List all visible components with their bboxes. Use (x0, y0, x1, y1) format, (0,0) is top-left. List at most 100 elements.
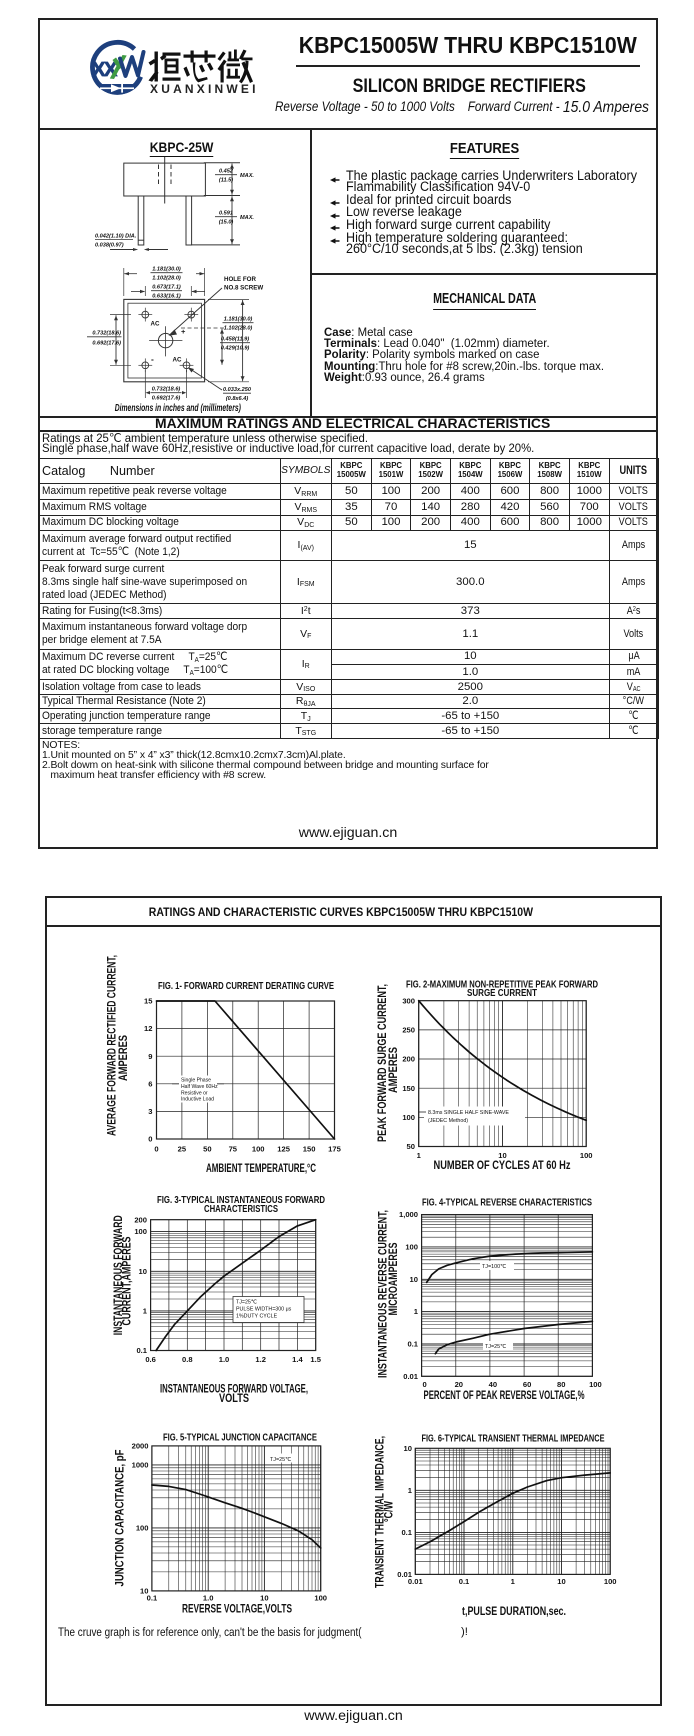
svg-text:0.452: 0.452 (219, 169, 234, 175)
svg-text:0: 0 (154, 1145, 158, 1154)
svg-text:0.1: 0.1 (459, 1577, 470, 1586)
svg-text:AVERAGE FORWARD RECTIFIED CURR: AVERAGE FORWARD RECTIFIED CURRENT, (105, 955, 119, 1136)
svg-text:0.01: 0.01 (408, 1577, 424, 1586)
svg-text:0.673(17.1): 0.673(17.1) (152, 285, 181, 291)
svg-text:INSTANTANEOUS REVERSE CURRENT,: INSTANTANEOUS REVERSE CURRENT, (376, 1210, 390, 1378)
svg-text:1: 1 (143, 1307, 148, 1316)
svg-text:FIG. 2-MAXIMUM NON-REPETITIVE: FIG. 2-MAXIMUM NON-REPETITIVE PEAK FORWA… (406, 980, 598, 991)
svg-text:1.4: 1.4 (292, 1355, 303, 1364)
svg-text:200: 200 (134, 1215, 147, 1224)
svg-text:FIG. 6-TYPICAL TRANSIENT THERM: FIG. 6-TYPICAL TRANSIENT THERMAL IMPEDAN… (422, 1434, 605, 1445)
svg-text:0.732(18.6): 0.732(18.6) (92, 331, 121, 337)
svg-text:FIG. 1- FORWARD CURRENT DERATI: FIG. 1- FORWARD CURRENT DERATING CURVE (158, 981, 334, 992)
svg-text:(15.0): (15.0) (219, 220, 234, 226)
svg-text:0.6: 0.6 (145, 1355, 156, 1364)
svg-text:50: 50 (407, 1142, 415, 1151)
svg-text:0.1: 0.1 (407, 1340, 418, 1349)
svg-text:250: 250 (402, 1026, 415, 1035)
svg-text:0.8: 0.8 (182, 1355, 193, 1364)
svg-text:2000: 2000 (132, 1442, 149, 1451)
svg-text:1.181(30.0): 1.181(30.0) (224, 317, 253, 323)
svg-text:25: 25 (178, 1145, 187, 1154)
svg-text:175: 175 (328, 1145, 341, 1154)
svg-text:AC: AC (173, 357, 182, 364)
svg-text:100: 100 (136, 1524, 149, 1533)
svg-text:0.01: 0.01 (403, 1372, 419, 1381)
svg-text:Half Wave 60Hz: Half Wave 60Hz (181, 1084, 218, 1090)
svg-text:MAX.: MAX. (240, 173, 254, 179)
svg-text:0.692(17.6): 0.692(17.6) (152, 396, 181, 402)
svg-text:100: 100 (134, 1227, 147, 1236)
svg-text:100: 100 (405, 1243, 418, 1252)
svg-text:1: 1 (408, 1486, 413, 1495)
svg-text:0.1: 0.1 (136, 1346, 147, 1355)
svg-text:10: 10 (139, 1267, 147, 1276)
svg-text:SURGE CURRENT: SURGE CURRENT (467, 988, 537, 999)
svg-text:3: 3 (148, 1107, 152, 1116)
svg-text:1: 1 (511, 1577, 516, 1586)
svg-text:1: 1 (414, 1307, 419, 1316)
svg-text:20: 20 (455, 1380, 463, 1389)
svg-text:JUNCTION CAPACITANCE, pF: JUNCTION CAPACITANCE, pF (115, 1450, 127, 1587)
svg-text:8.3ms SINGLE HALF SINE-WAVE: 8.3ms SINGLE HALF SINE-WAVE (428, 1110, 509, 1116)
svg-text:1: 1 (417, 1151, 422, 1160)
svg-text:100: 100 (402, 1113, 415, 1122)
svg-text:150: 150 (402, 1084, 415, 1093)
svg-text:80: 80 (557, 1380, 565, 1389)
svg-text:100: 100 (252, 1145, 265, 1154)
svg-text:Single Phase: Single Phase (181, 1078, 211, 1084)
svg-text:PULSE WIDTH=300 μs: PULSE WIDTH=300 μs (236, 1307, 292, 1313)
svg-text:200: 200 (402, 1055, 415, 1064)
svg-text:0: 0 (148, 1135, 152, 1144)
svg-text:0.458(11.9): 0.458(11.9) (221, 337, 249, 343)
svg-text:CHARACTERISTICS: CHARACTERISTICS (204, 1204, 278, 1215)
svg-text:t,PULSE DURATION,sec.: t,PULSE DURATION,sec. (462, 1606, 566, 1618)
svg-text:100: 100 (580, 1151, 593, 1160)
svg-text:10: 10 (410, 1275, 418, 1284)
svg-text:PERCENT OF PEAK REVERSE VOLTAG: PERCENT OF PEAK REVERSE VOLTAGE,% (424, 1390, 585, 1402)
svg-text:0.1: 0.1 (147, 1594, 158, 1603)
svg-text:NO.8 SCREW: NO.8 SCREW (224, 285, 263, 292)
svg-text:0.033x.250: 0.033x.250 (223, 387, 252, 393)
svg-text:10: 10 (557, 1577, 565, 1586)
svg-text:1.181(30.0): 1.181(30.0) (152, 267, 181, 273)
svg-text:1.2: 1.2 (255, 1355, 266, 1364)
svg-text:9: 9 (148, 1052, 152, 1061)
svg-text:0.01: 0.01 (397, 1570, 413, 1579)
svg-text:0.692(17.6): 0.692(17.6) (92, 341, 121, 347)
svg-text:125: 125 (277, 1145, 290, 1154)
svg-text:0.038(0.97): 0.038(0.97) (95, 243, 124, 249)
svg-text:TJ=100℃: TJ=100℃ (482, 1264, 506, 1270)
svg-text:(11.5): (11.5) (219, 178, 233, 184)
svg-text:PEAK FORWARD SURGE CURRENT,: PEAK FORWARD SURGE CURRENT, (375, 984, 389, 1142)
svg-text:MAX.: MAX. (240, 215, 254, 221)
svg-text:100: 100 (604, 1577, 617, 1586)
svg-text:10: 10 (498, 1151, 506, 1160)
svg-text:6: 6 (148, 1079, 152, 1088)
svg-text:+: + (181, 327, 186, 336)
svg-text:300: 300 (402, 996, 415, 1005)
svg-text:0.591: 0.591 (219, 211, 233, 217)
svg-text:Inductive Load: Inductive Load (181, 1097, 214, 1103)
svg-text:1.5: 1.5 (310, 1355, 321, 1364)
svg-text:60: 60 (523, 1380, 531, 1389)
svg-text:FIG. 4-TYPICAL REVERSE CHARACT: FIG. 4-TYPICAL REVERSE CHARACTERISTICS (422, 1198, 592, 1209)
svg-text:INSTANTANEOUS FORWARD VOLTAGE,: INSTANTANEOUS FORWARD VOLTAGE, (160, 1384, 308, 1396)
svg-text:15: 15 (144, 997, 153, 1006)
svg-text:VOLTS: VOLTS (219, 1393, 249, 1405)
svg-text:MICROAMPERES: MICROAMPERES (386, 1243, 400, 1316)
svg-text:1.102(28.0): 1.102(28.0) (224, 326, 253, 332)
svg-text:1000: 1000 (132, 1461, 149, 1470)
svg-text:75: 75 (229, 1145, 238, 1154)
svg-text:10: 10 (140, 1587, 148, 1596)
svg-text:TJ=25℃: TJ=25℃ (270, 1457, 291, 1463)
svg-text:1.102(28.0): 1.102(28.0) (152, 276, 181, 282)
svg-text:°C/W: °C/W (384, 1501, 396, 1522)
svg-text:TJ=25℃: TJ=25℃ (236, 1300, 257, 1306)
svg-text:10: 10 (260, 1594, 268, 1603)
svg-text:CURRENT,AMPERES: CURRENT,AMPERES (121, 1236, 134, 1325)
svg-text:Resistive or: Resistive or (181, 1090, 208, 1096)
svg-text:FIG. 5-TYPICAL JUNCTION CAPACI: FIG. 5-TYPICAL JUNCTION CAPACITANCE (163, 1433, 317, 1444)
svg-text:TJ=25℃: TJ=25℃ (485, 1344, 506, 1350)
svg-text:0.633(16.1): 0.633(16.1) (152, 294, 181, 300)
